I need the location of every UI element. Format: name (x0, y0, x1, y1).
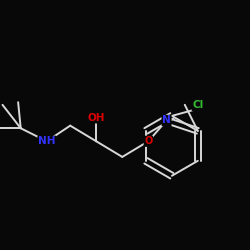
Text: N: N (162, 116, 171, 126)
Text: Cl: Cl (192, 100, 203, 110)
Text: OH: OH (88, 113, 105, 123)
Text: O: O (144, 136, 152, 146)
Text: NH: NH (38, 136, 56, 146)
